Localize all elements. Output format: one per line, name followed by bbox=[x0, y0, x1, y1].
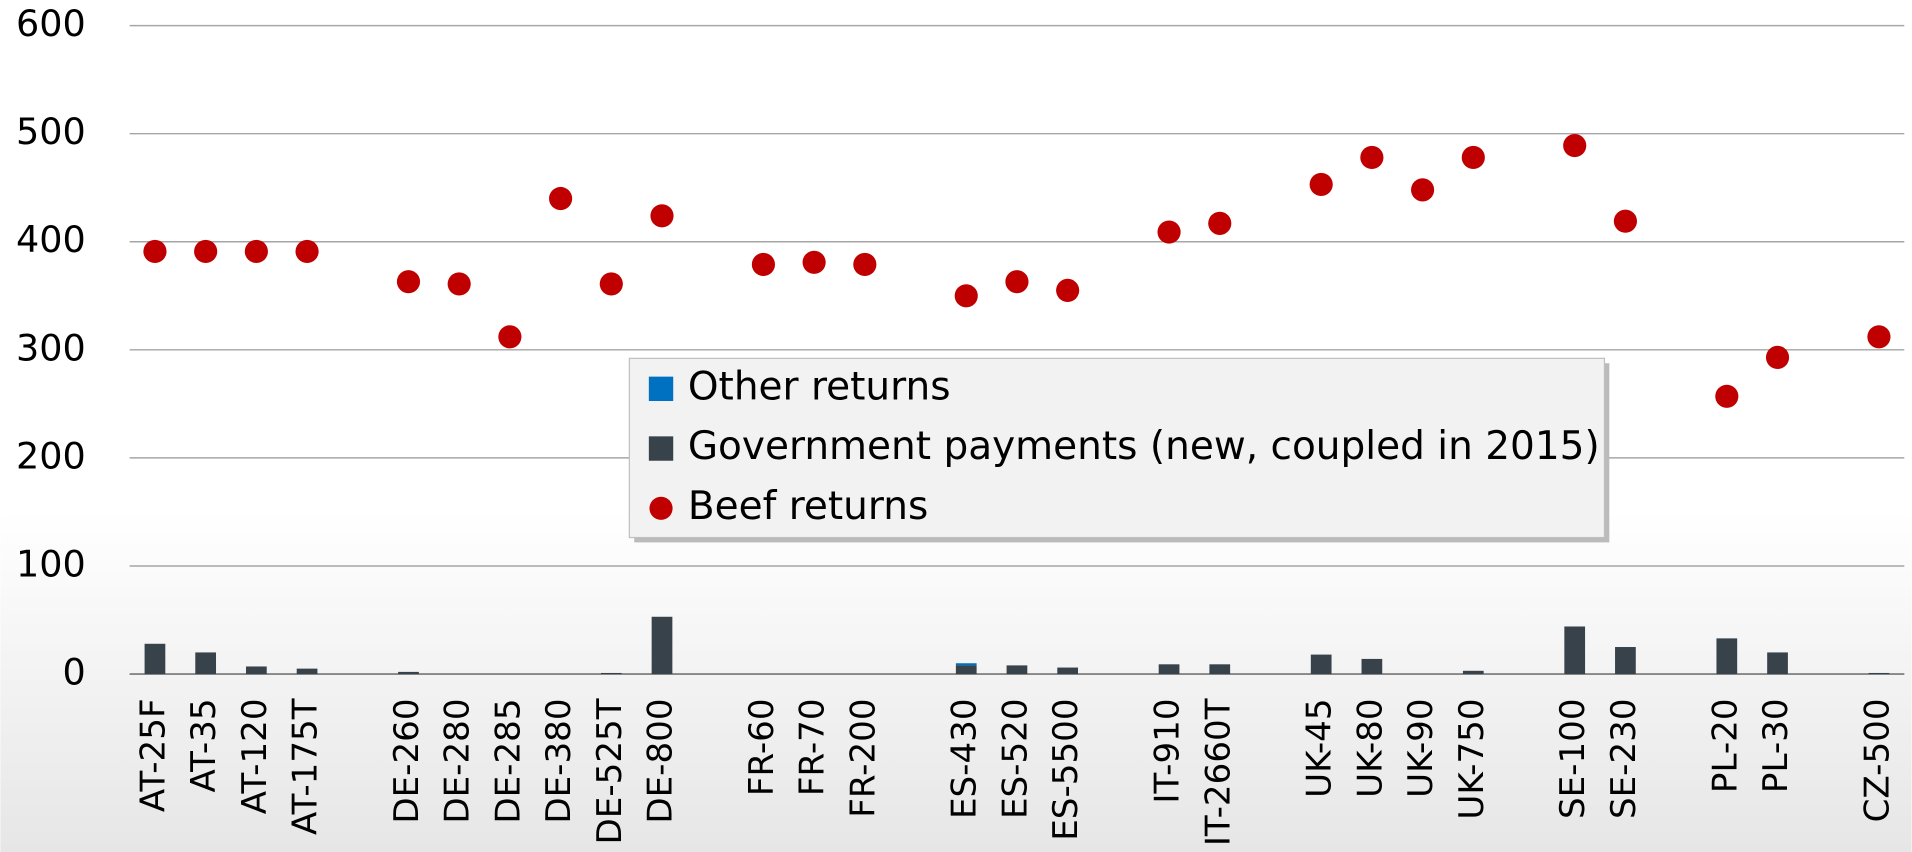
legend-marker bbox=[649, 496, 673, 520]
legend-marker bbox=[648, 376, 674, 402]
bar bbox=[955, 665, 977, 675]
point bbox=[1563, 133, 1587, 158]
y-tick-label: 200 bbox=[16, 434, 86, 477]
bar bbox=[1310, 654, 1332, 675]
y-tick-label: 500 bbox=[16, 110, 86, 153]
point bbox=[1765, 345, 1790, 369]
x-tick-label: ES-5500 bbox=[1046, 698, 1086, 840]
point bbox=[954, 284, 978, 308]
y-tick-label: 300 bbox=[16, 326, 86, 369]
point bbox=[802, 250, 826, 274]
point bbox=[143, 239, 167, 264]
bar bbox=[600, 672, 622, 675]
x-tick-label: IT-910 bbox=[1148, 698, 1188, 803]
bar bbox=[1716, 638, 1738, 675]
point bbox=[396, 270, 421, 294]
bar bbox=[1209, 664, 1231, 675]
x-tick-label: DE-280 bbox=[438, 698, 478, 823]
point bbox=[650, 204, 674, 228]
x-tick-label: DE-800 bbox=[641, 698, 681, 823]
x-tick-label: PL-20 bbox=[1705, 698, 1745, 793]
x-tick-label: FR-60 bbox=[742, 698, 782, 796]
point bbox=[1715, 384, 1739, 408]
x-tick-label: ES-430 bbox=[945, 698, 985, 819]
point bbox=[194, 239, 218, 264]
point bbox=[1461, 145, 1485, 170]
x-tick-label: SE-100 bbox=[1553, 698, 1593, 819]
x-tick-label: FR-200 bbox=[843, 698, 883, 817]
bar bbox=[1361, 658, 1383, 675]
bar bbox=[1006, 665, 1028, 675]
point bbox=[1005, 270, 1029, 294]
legend-label: Government payments (new, coupled in 201… bbox=[688, 424, 1600, 469]
legend-label: Beef returns bbox=[688, 484, 928, 529]
legend-box bbox=[628, 357, 1606, 539]
bar bbox=[1564, 626, 1586, 675]
bar bbox=[1462, 670, 1484, 675]
point bbox=[1411, 178, 1435, 202]
point bbox=[599, 272, 623, 296]
x-tick-label: IT-2660T bbox=[1198, 698, 1238, 846]
x-tick-label: DE-525T bbox=[590, 698, 630, 844]
bar bbox=[1615, 647, 1636, 675]
point bbox=[1613, 209, 1637, 233]
bar bbox=[1158, 664, 1180, 675]
legend: Other returns Government payments (new, c… bbox=[628, 357, 1610, 543]
x-tick-label: DE-260 bbox=[387, 698, 427, 823]
point bbox=[1157, 220, 1181, 244]
x-tick-label: CZ-500 bbox=[1857, 698, 1897, 822]
x-tick-label: ES-520 bbox=[995, 698, 1035, 819]
y-tick-label: 400 bbox=[16, 218, 86, 261]
legend-marker bbox=[648, 436, 674, 461]
bar bbox=[1057, 667, 1079, 675]
bar bbox=[1767, 652, 1788, 675]
point bbox=[751, 252, 775, 277]
x-tick-label: AT-25F bbox=[133, 698, 173, 812]
x-tick-label: UK-90 bbox=[1401, 698, 1441, 797]
x-tick-label: DE-285 bbox=[488, 698, 528, 823]
bar bbox=[1868, 672, 1890, 675]
point bbox=[244, 239, 268, 264]
point bbox=[295, 239, 319, 264]
y-tick-label: 0 bbox=[62, 651, 85, 694]
point bbox=[1208, 211, 1232, 235]
bar bbox=[296, 668, 318, 675]
bar bbox=[398, 671, 419, 675]
point bbox=[1309, 172, 1333, 197]
point bbox=[447, 272, 471, 296]
x-tick-label: DE-380 bbox=[539, 698, 579, 823]
x-tick-label: AT-120 bbox=[235, 698, 275, 814]
x-tick-label: SE-230 bbox=[1604, 698, 1644, 819]
x-tick-label: AT-175T bbox=[286, 698, 326, 835]
x-tick-label: UK-80 bbox=[1350, 698, 1390, 797]
point bbox=[549, 186, 573, 211]
x-tick-label: UK-750 bbox=[1452, 698, 1492, 819]
y-tick-label: 600 bbox=[16, 2, 86, 45]
bar bbox=[144, 643, 166, 675]
x-tick-label: PL-30 bbox=[1756, 698, 1796, 793]
bar bbox=[651, 616, 673, 675]
x-tick-label: UK-45 bbox=[1300, 698, 1340, 797]
point bbox=[853, 252, 877, 277]
legend-label: Other returns bbox=[688, 364, 951, 409]
y-tick-label: 100 bbox=[16, 542, 86, 585]
point bbox=[1056, 278, 1080, 302]
bar bbox=[195, 652, 217, 675]
x-tick-label: FR-70 bbox=[793, 698, 833, 796]
point bbox=[498, 325, 522, 349]
bar bbox=[246, 666, 267, 675]
point bbox=[1867, 325, 1891, 349]
point bbox=[1360, 145, 1384, 170]
x-tick-label: AT-35 bbox=[184, 698, 224, 792]
bar bbox=[955, 663, 977, 666]
